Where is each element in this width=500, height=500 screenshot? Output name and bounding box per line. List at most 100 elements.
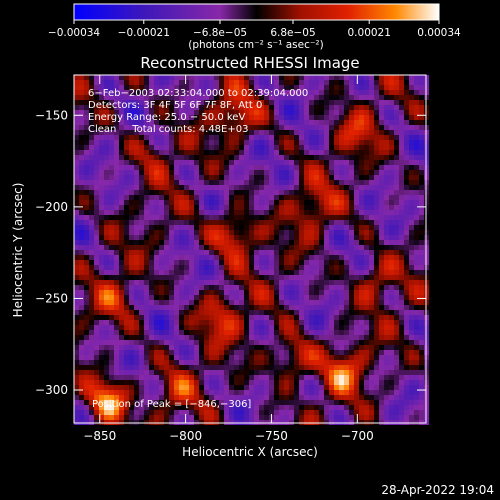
heatmap-cell xyxy=(319,95,324,100)
heatmap-cell xyxy=(184,205,189,210)
heatmap-cell xyxy=(284,390,289,395)
heatmap-cell xyxy=(74,410,79,415)
heatmap-cell xyxy=(239,80,244,85)
heatmap-cell xyxy=(84,115,89,120)
heatmap-cell xyxy=(294,310,299,315)
heatmap-cell xyxy=(89,330,94,335)
heatmap-cell xyxy=(134,280,139,285)
heatmap-cell xyxy=(114,250,119,255)
heatmap-cell xyxy=(159,375,164,380)
heatmap-cell xyxy=(89,350,94,355)
heatmap-cell xyxy=(229,250,234,255)
heatmap-cell xyxy=(214,325,219,330)
heatmap-cell xyxy=(194,145,199,150)
heatmap-cell xyxy=(139,250,144,255)
heatmap-cell xyxy=(294,365,299,370)
heatmap-cell xyxy=(334,390,339,395)
heatmap-cell xyxy=(109,315,114,320)
heatmap-cell xyxy=(399,105,404,110)
heatmap-cell xyxy=(134,390,139,395)
heatmap-cell xyxy=(94,385,99,390)
heatmap-cell xyxy=(204,165,209,170)
heatmap-cell xyxy=(269,300,274,305)
heatmap-cell xyxy=(319,285,324,290)
heatmap-cell xyxy=(359,90,364,95)
heatmap-cell xyxy=(404,270,409,275)
heatmap-cell xyxy=(414,275,419,280)
heatmap-cell xyxy=(99,180,104,185)
heatmap-cell xyxy=(74,375,79,380)
heatmap-cell xyxy=(139,370,144,375)
heatmap-cell xyxy=(189,405,194,410)
heatmap-cell xyxy=(409,200,414,205)
heatmap-cell xyxy=(304,205,309,210)
heatmap-cell xyxy=(359,75,364,80)
heatmap-cell xyxy=(359,175,364,180)
heatmap-cell xyxy=(154,395,159,400)
heatmap-cell xyxy=(369,225,374,230)
heatmap-cell xyxy=(394,360,399,365)
heatmap-cell xyxy=(254,280,259,285)
heatmap-cell xyxy=(244,100,249,105)
heatmap-cell xyxy=(419,280,424,285)
heatmap-cell xyxy=(209,295,214,300)
heatmap-cell xyxy=(164,395,169,400)
heatmap-cell xyxy=(274,180,279,185)
heatmap-cell xyxy=(139,365,144,370)
heatmap-cell xyxy=(194,150,199,155)
heatmap-cell xyxy=(359,100,364,105)
heatmap-cell xyxy=(164,230,169,235)
heatmap-cell xyxy=(84,120,89,125)
heatmap-cell xyxy=(279,415,284,420)
heatmap-cell xyxy=(104,300,109,305)
heatmap-cell xyxy=(214,210,219,215)
heatmap-cell xyxy=(409,195,414,200)
heatmap-cell xyxy=(349,345,354,350)
heatmap-cell xyxy=(94,215,99,220)
heatmap-cell xyxy=(264,80,269,85)
heatmap-cell xyxy=(294,110,299,115)
heatmap-cell xyxy=(334,75,339,80)
heatmap-cell xyxy=(314,100,319,105)
heatmap-cell xyxy=(74,360,79,365)
heatmap-cell xyxy=(174,315,179,320)
heatmap-cell xyxy=(404,350,409,355)
heatmap-cell xyxy=(169,325,174,330)
heatmap-cell xyxy=(204,295,209,300)
heatmap-cell xyxy=(314,250,319,255)
heatmap-cell xyxy=(189,195,194,200)
heatmap-cell xyxy=(369,245,374,250)
heatmap-cell xyxy=(224,315,229,320)
heatmap-cell xyxy=(319,390,324,395)
heatmap-cell xyxy=(304,170,309,175)
heatmap-cell xyxy=(269,370,274,375)
heatmap-cell xyxy=(374,120,379,125)
heatmap-cell xyxy=(359,120,364,125)
heatmap-cell xyxy=(109,145,114,150)
heatmap-cell xyxy=(124,255,129,260)
heatmap-cell xyxy=(309,120,314,125)
heatmap-cell xyxy=(139,310,144,315)
heatmap-cell xyxy=(329,135,334,140)
heatmap-cell xyxy=(104,275,109,280)
heatmap-cell xyxy=(404,75,409,80)
heatmap-cell xyxy=(269,385,274,390)
heatmap-cell xyxy=(274,245,279,250)
heatmap-cell xyxy=(224,230,229,235)
heatmap-cell xyxy=(229,115,234,120)
heatmap-cell xyxy=(324,145,329,150)
heatmap-cell xyxy=(109,300,114,305)
heatmap-cell xyxy=(289,115,294,120)
heatmap-cell xyxy=(299,235,304,240)
heatmap-cell xyxy=(74,200,79,205)
heatmap-cell xyxy=(404,125,409,130)
heatmap-cell xyxy=(254,135,259,140)
heatmap-cell xyxy=(324,170,329,175)
heatmap-cell xyxy=(299,415,304,420)
heatmap-cell xyxy=(364,175,369,180)
heatmap-cell xyxy=(319,290,324,295)
heatmap-cell xyxy=(319,405,324,410)
heatmap-cell xyxy=(209,75,214,80)
heatmap-cell xyxy=(239,265,244,270)
heatmap-cell xyxy=(204,390,209,395)
